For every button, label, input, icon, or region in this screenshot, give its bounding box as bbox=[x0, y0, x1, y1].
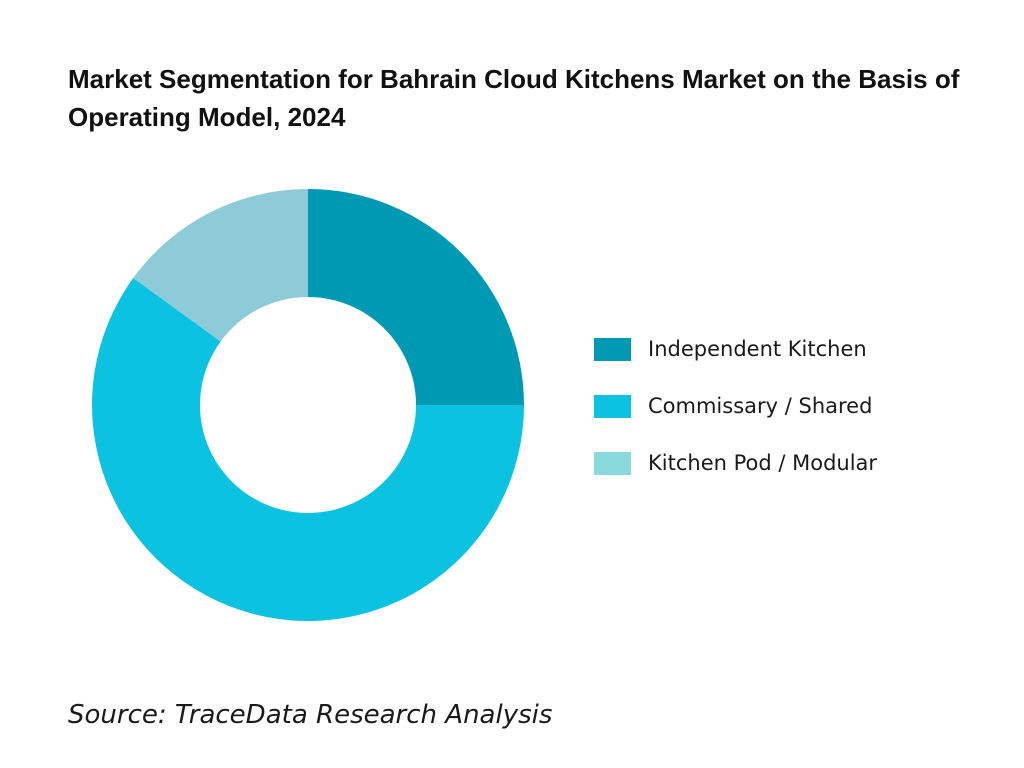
legend-item-kitchen-pod-modular: Kitchen Pod / Modular bbox=[594, 444, 994, 482]
source-note: Source: TraceData Research Analysis bbox=[68, 700, 553, 730]
slice-commissary-shared bbox=[92, 278, 525, 621]
legend-label: Commissary / Shared bbox=[648, 394, 873, 418]
slice-kitchen-pod-modular bbox=[133, 189, 308, 342]
legend-swatch bbox=[594, 394, 631, 418]
legend-swatch bbox=[594, 337, 631, 361]
legend-label: Independent Kitchen bbox=[648, 337, 867, 361]
legend-label: Kitchen Pod / Modular bbox=[648, 451, 878, 475]
slice-independent-kitchen bbox=[308, 189, 524, 405]
chart-title: Market Segmentation for Bahrain Cloud Ki… bbox=[68, 64, 960, 132]
legend: Independent Kitchen Commissary / Shared Ki… bbox=[594, 330, 994, 501]
legend-item-commissary-shared: Commissary / Shared bbox=[594, 387, 994, 425]
legend-swatch bbox=[594, 451, 631, 475]
legend-item-independent-kitchen: Independent Kitchen bbox=[594, 330, 994, 368]
